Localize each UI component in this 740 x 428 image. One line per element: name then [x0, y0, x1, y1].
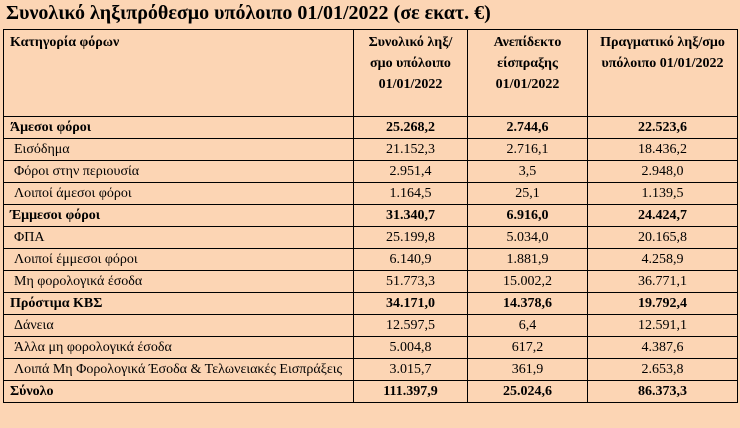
column-header: Πραγματικό ληξ/σμο υπόλοιπο 01/01/2022	[587, 29, 738, 117]
value-cell: 21.152,3	[353, 138, 468, 161]
value-cell: 1.881,9	[467, 248, 588, 271]
value-cell: 617,2	[467, 336, 588, 359]
value-cell: 15.002,2	[467, 270, 588, 293]
category-cell: Δάνεια	[3, 314, 354, 337]
table-row: Λοιπά Μη Φορολογικά Έσοδα & Τελωνειακές …	[3, 358, 738, 381]
value-cell: 86.373,3	[587, 380, 738, 403]
title: Συνολικό ληξιπρόθεσμο υπόλοιπο 01/01/202…	[6, 2, 491, 24]
header-row: Κατηγορία φόρων Συνολικό ληξ/σμο υπόλοιπο…	[3, 29, 738, 117]
value-cell: 22.523,6	[587, 116, 738, 139]
category-cell: ΦΠΑ	[3, 226, 354, 249]
value-cell: 36.771,1	[587, 270, 738, 293]
value-cell: 12.597,5	[353, 314, 468, 337]
value-cell: 25.024,6	[467, 380, 588, 403]
value-cell: 2.653,8	[587, 358, 738, 381]
table-row: Άλλα μη φορολογικά έσοδα 5.004,8 617,2 4.38…	[3, 336, 738, 359]
value-cell: 24.424,7	[587, 204, 738, 227]
value-cell: 2.744,6	[467, 116, 588, 139]
table-row: Μη φορολογικά έσοδα 51.773,3 15.002,2 36.77…	[3, 270, 738, 293]
value-cell: 5.034,0	[467, 226, 588, 249]
value-cell: 25.268,2	[353, 116, 468, 139]
category-cell: Πρόστιμα ΚΒΣ	[3, 292, 354, 315]
value-cell: 25.199,8	[353, 226, 468, 249]
table-row: Σύνολο 111.397,9 25.024,6 86.373,3	[3, 380, 738, 403]
category-cell: Μη φορολογικά έσοδα	[3, 270, 354, 293]
column-header: Ανεπίδεκτο είσπραξης 01/01/2022	[467, 29, 588, 117]
value-cell: 31.340,7	[353, 204, 468, 227]
table-row: Λοιποί άμεσοι φόροι 1.164,5 25,1 1.139,5	[3, 182, 738, 205]
table-row: Δάνεια 12.597,5 6,4 12.591,1	[3, 314, 738, 337]
value-cell: 111.397,9	[353, 380, 468, 403]
value-cell: 2.716,1	[467, 138, 588, 161]
category-cell: Σύνολο	[3, 380, 354, 403]
category-cell: Φόροι στην περιουσία	[3, 160, 354, 183]
category-cell: Άμεσοι φόροι	[3, 116, 354, 139]
arrears-table: Κατηγορία φόρων Συνολικό ληξ/σμο υπόλοιπο…	[3, 29, 738, 403]
value-cell: 34.171,0	[353, 292, 468, 315]
value-cell: 20.165,8	[587, 226, 738, 249]
category-cell: Λοιπά Μη Φορολογικά Έσοδα & Τελωνειακές …	[3, 358, 354, 381]
table-row: Εισόδημα 21.152,3 2.716,1 18.436,2	[3, 138, 738, 161]
value-cell: 4.258,9	[587, 248, 738, 271]
value-cell: 19.792,4	[587, 292, 738, 315]
category-cell: Λοιποί άμεσοι φόροι	[3, 182, 354, 205]
value-cell: 1.164,5	[353, 182, 468, 205]
table-row: ΦΠΑ 25.199,8 5.034,0 20.165,8	[3, 226, 738, 249]
table-row: Άμεσοι φόροι 25.268,2 2.744,6 22.523,6	[3, 116, 738, 139]
category-cell: Λοιποί έμμεσοι φόροι	[3, 248, 354, 271]
category-cell: Έμμεσοι φόροι	[3, 204, 354, 227]
table-row: Φόροι στην περιουσία 2.951,4 3,5 2.948,0	[3, 160, 738, 183]
value-cell: 18.436,2	[587, 138, 738, 161]
value-cell: 6.916,0	[467, 204, 588, 227]
value-cell: 6,4	[467, 314, 588, 337]
value-cell: 51.773,3	[353, 270, 468, 293]
value-cell: 6.140,9	[353, 248, 468, 271]
column-header: Συνολικό ληξ/σμο υπόλοιπο 01/01/2022	[353, 29, 468, 117]
column-header: Κατηγορία φόρων	[3, 29, 354, 117]
value-cell: 361,9	[467, 358, 588, 381]
category-cell: Άλλα μη φορολογικά έσοδα	[3, 336, 354, 359]
value-cell: 3,5	[467, 160, 588, 183]
value-cell: 2.948,0	[587, 160, 738, 183]
value-cell: 4.387,6	[587, 336, 738, 359]
table-row: Έμμεσοι φόροι 31.340,7 6.916,0 24.424,7	[3, 204, 738, 227]
value-cell: 5.004,8	[353, 336, 468, 359]
value-cell: 3.015,7	[353, 358, 468, 381]
value-cell: 25,1	[467, 182, 588, 205]
value-cell: 2.951,4	[353, 160, 468, 183]
table-row: Πρόστιμα ΚΒΣ 34.171,0 14.378,6 19.792,4	[3, 292, 738, 315]
table-body: Άμεσοι φόροι 25.268,2 2.744,6 22.523,6 Εισόδ…	[3, 116, 738, 403]
table-row: Λοιποί έμμεσοι φόροι 6.140,9 1.881,9 4.258,…	[3, 248, 738, 271]
value-cell: 12.591,1	[587, 314, 738, 337]
category-cell: Εισόδημα	[3, 138, 354, 161]
value-cell: 1.139,5	[587, 182, 738, 205]
value-cell: 14.378,6	[467, 292, 588, 315]
